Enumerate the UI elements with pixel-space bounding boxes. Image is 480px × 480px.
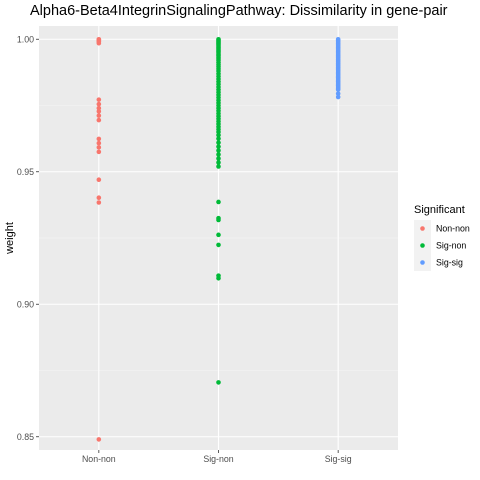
data-point [216,144,221,149]
data-point [96,136,102,142]
data-point [216,160,221,165]
legend-label: Non-non [436,224,470,234]
legend: Significant Non-non Sig-non Sig-sig [414,204,470,271]
x-tick-label: Non-non [82,454,116,464]
data-point [216,132,221,138]
legend-entries: Non-non Sig-non Sig-sig [414,220,470,271]
y-tick-label: 0.90 [17,299,34,309]
data-point [96,101,102,107]
data-point [335,94,341,100]
chart-title: Alpha6-Beta4IntegrinSignalingPathway: Di… [30,3,448,19]
data-point [96,97,102,102]
y-axis: 0.85 0.90 0.95 1.00 [17,34,39,442]
data-point [216,148,221,153]
legend-title: Significant [414,204,465,216]
data-point [96,113,102,118]
y-tick-label: 1.00 [17,34,34,44]
data-point [96,437,102,442]
data-point [216,152,221,157]
legend-label: Sig-sig [436,258,463,268]
data-point [216,217,221,223]
data-point [96,195,102,201]
y-tick-label: 0.95 [17,167,34,177]
y-axis-title: weight [4,222,16,255]
data-points [96,36,341,442]
data-point [216,232,221,238]
legend-label: Sig-non [436,241,466,251]
data-point [335,91,341,96]
data-point [216,164,221,169]
x-axis: Non-non Sig-non Sig-sig [82,450,352,464]
y-tick-label: 0.85 [17,432,34,442]
data-point [96,117,102,123]
legend-marker [420,243,425,248]
data-point [96,109,102,114]
data-point [216,156,221,161]
data-point [216,129,221,135]
data-point [96,200,102,205]
data-point [216,199,221,205]
data-point [96,149,102,155]
data-point [216,275,221,281]
data-point [216,140,221,145]
data-point [96,40,102,46]
data-point [216,136,221,141]
data-point [96,177,102,182]
data-point [216,380,221,385]
x-tick-label: Sig-non [203,454,233,464]
legend-marker [420,260,425,265]
data-point [96,105,102,111]
x-tick-label: Sig-sig [325,454,352,464]
data-point [216,242,221,248]
legend-marker [420,226,425,231]
data-point [335,87,341,92]
data-point [96,145,102,150]
data-point [96,140,102,146]
